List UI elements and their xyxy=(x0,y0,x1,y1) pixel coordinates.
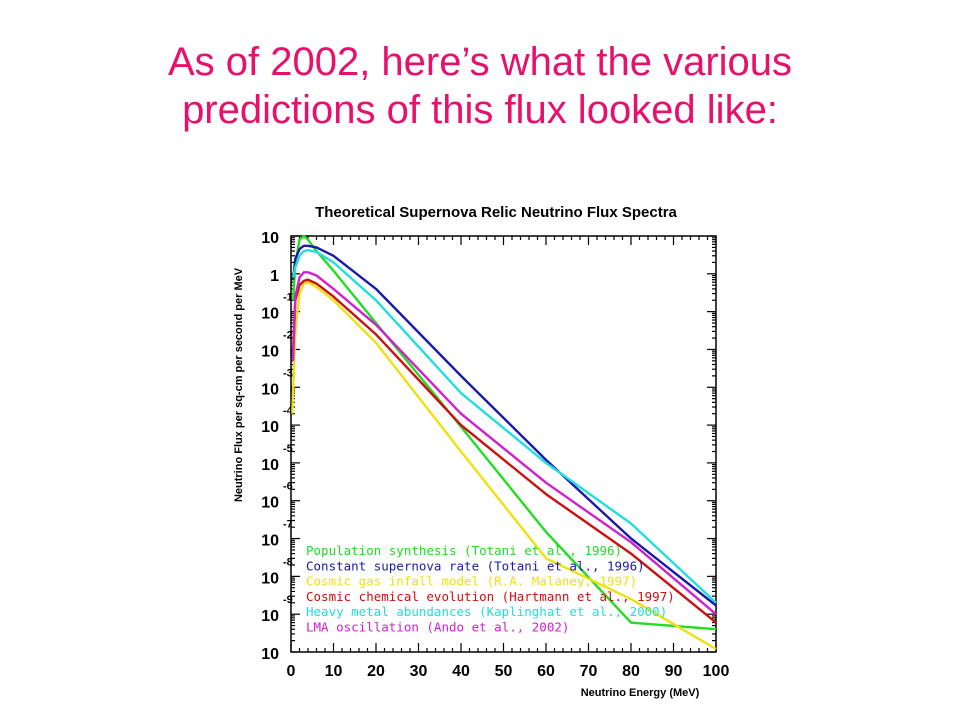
y-tick-exponent: -7 xyxy=(283,519,293,531)
y-tick-exponent: -4 xyxy=(283,405,294,417)
x-tick-label: 30 xyxy=(410,663,428,680)
y-tick-label: 10 xyxy=(261,646,279,663)
y-axis-label: Neutrino Flux per sq-cm per second per M… xyxy=(233,267,245,502)
series-line xyxy=(291,271,717,616)
plot-area: 0 10 20 30 40 50 60 70 80 90 10010110-110-210-310-… xyxy=(261,230,729,680)
x-tick-label: 20 xyxy=(367,663,385,680)
x-tick-label: 100 xyxy=(703,663,730,680)
chart-title: Theoretical Supernova Relic Neutrino Flu… xyxy=(315,204,677,221)
y-tick-label: 10 xyxy=(261,495,279,512)
series-line xyxy=(291,281,717,651)
y-tick-exponent: -3 xyxy=(283,367,293,379)
y-tick-label: 10 xyxy=(261,608,279,625)
legend-entry: Cosmic gas infall model (R.A. Malaney, 1… xyxy=(306,574,637,589)
y-tick-exponent: -8 xyxy=(283,556,293,568)
x-tick-label: 80 xyxy=(622,663,640,680)
y-tick-label: 10 xyxy=(261,533,279,550)
y-tick-exponent: -2 xyxy=(283,329,293,341)
legend-entry: LMA oscillation (Ando et al., 2002) xyxy=(306,620,569,635)
y-tick-label: 10 xyxy=(261,419,279,436)
legend-entry: Cosmic chemical evolution (Hartmann et a… xyxy=(306,589,675,604)
legend-entry: Heavy metal abundances (Kaplinghat et al… xyxy=(306,604,667,619)
x-axis-label: Neutrino Energy (MeV) xyxy=(581,687,700,699)
slide-title: As of 2002, here’s what the various pred… xyxy=(0,38,960,134)
y-tick-exponent: -5 xyxy=(283,443,293,455)
x-tick-label: 0 xyxy=(287,663,296,680)
slide-title-line-2: predictions of this flux looked like: xyxy=(182,88,778,132)
series-line xyxy=(291,234,717,631)
y-tick-label: 10 xyxy=(261,457,279,474)
legend: Population synthesis (Totani et al., 199… xyxy=(306,543,675,635)
y-tick-label: 10 xyxy=(261,306,279,323)
slide-title-line-1: As of 2002, here’s what the various xyxy=(167,40,793,84)
x-tick-label: 50 xyxy=(495,663,513,680)
x-tick-label: 60 xyxy=(537,663,555,680)
series-line xyxy=(291,248,717,604)
y-tick-label: 10 xyxy=(261,230,279,247)
y-tick-exponent: -9 xyxy=(283,594,293,606)
x-tick-label: 40 xyxy=(452,663,470,680)
y-tick-exponent: -1 xyxy=(283,292,293,304)
y-tick-label: 10 xyxy=(261,381,279,398)
x-tick-label: 90 xyxy=(665,663,683,680)
y-tick-exponent: -6 xyxy=(283,481,293,493)
series-line xyxy=(291,278,717,624)
legend-entry: Population synthesis (Totani et al., 199… xyxy=(306,543,622,558)
legend-entry: Constant supernova rate (Totani et al., … xyxy=(306,558,645,573)
y-tick-label: 10 xyxy=(261,343,279,360)
y-tick-label: 10 xyxy=(261,570,279,587)
y-tick-label: 1 xyxy=(270,268,279,285)
x-tick-label: 10 xyxy=(325,663,343,680)
x-tick-label: 70 xyxy=(580,663,598,680)
